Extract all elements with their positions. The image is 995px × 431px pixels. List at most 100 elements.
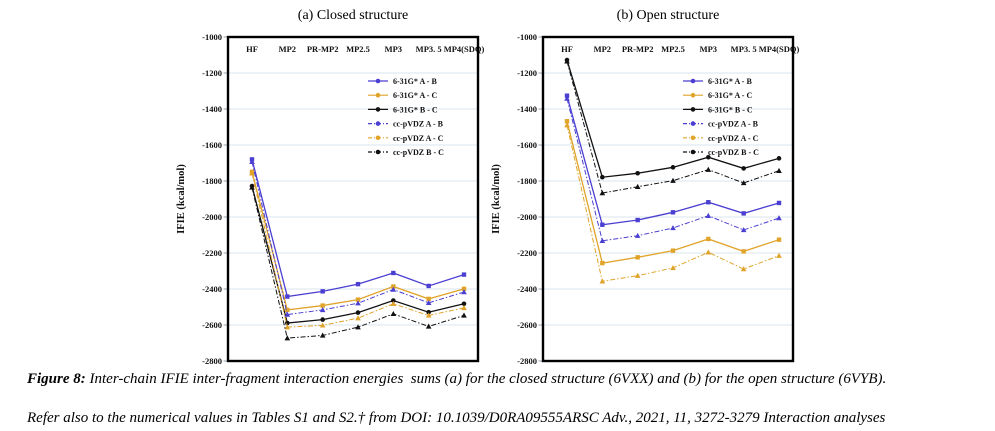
series-line [566,95,780,226]
y-tick-label: -2000 [517,212,537,222]
data-point-marker [776,215,782,221]
data-point-marker [670,177,676,183]
y-tick-label: -1800 [517,176,537,186]
chart-closed-structure: -1000 -1200 -1400 -1600 -1800 -2000 -2200 -2400… [170,4,490,367]
data-point-marker [355,324,361,330]
legend-label: 6-31G* A - B [393,77,437,86]
x-axis-label: MP2 [594,44,611,54]
data-point-marker [705,166,712,172]
data-point-marker [461,301,467,307]
chart-b-title: (b) Open structure [616,8,720,23]
data-point-marker [249,184,255,190]
y-tick-label: -1200 [517,68,537,78]
y-tick-label: -1600 [517,140,537,150]
data-point-marker [741,211,746,216]
data-point-marker [391,270,396,276]
data-point-marker [375,92,381,98]
data-point-marker [690,92,696,98]
legend-label: 6-31G* A - C [393,91,437,100]
data-point-marker [461,286,467,292]
legend-label: cc-pVDZ B - C [708,148,759,157]
chart-a-title: (a) Closed structure [297,8,409,23]
series-line [251,161,465,316]
data-point-marker [284,324,291,330]
data-point-marker [355,315,361,321]
data-point-marker [600,222,605,227]
data-point-marker [375,121,381,126]
x-axis-label: MP3. 5 [731,44,757,54]
x-axis-label: PR-MP2 [307,44,339,54]
data-point-marker [249,158,255,164]
y-tick-label: -2600 [517,320,537,330]
data-point-marker [390,310,397,317]
x-axis-label: MP2.5 [661,44,685,54]
y-tick-label: -2400 [517,284,537,294]
data-point-marker [740,266,747,272]
y-axis-title: IFIE (kcal/mol) [491,164,502,234]
data-point-marker [564,58,570,64]
data-point-marker [705,249,712,255]
data-point-marker [355,310,361,315]
data-point-marker [355,300,361,306]
legend-label: 6-31G* B - C [393,105,438,114]
series-line [251,159,465,298]
x-axis-label: MP3. 5 [416,44,442,54]
plot-frame [226,35,480,363]
data-point-marker [776,156,782,161]
data-point-marker [670,165,676,170]
y-tick-label: -1400 [517,104,537,114]
data-point-marker [391,284,396,289]
chart-b-canvas: -1000 -1200 -1400 -1600 -1800 -2000 -2200 -2400… [491,32,799,366]
data-point-marker [670,265,676,271]
data-point-marker [741,166,746,171]
legend-label: 6-31G* A - C [708,91,752,100]
caption-figure-number: Figure 8: [27,371,86,387]
y-tick-label: -2400 [202,284,222,294]
data-point-marker [564,95,570,101]
data-point-marker [600,174,605,180]
y-tick-label: -2600 [202,320,222,330]
data-point-marker [425,312,432,318]
data-point-marker [634,183,641,189]
data-point-marker [600,260,605,266]
y-tick-label: -1000 [517,32,537,42]
data-point-marker [320,289,325,294]
y-tick-label: -2000 [202,212,222,222]
data-point-marker [564,122,570,128]
y-tick-label: -2200 [202,248,222,258]
plot-frame [541,35,795,363]
data-point-marker [634,232,641,238]
y-tick-label: -1800 [202,176,222,186]
chart-open-structure: -1000 -1200 -1400 -1600 -1800 -2000 -2200 -2400… [485,4,805,367]
data-point-marker [706,236,711,242]
y-tick-label: -1600 [202,140,222,150]
data-point-marker [599,190,606,196]
data-point-marker [635,170,640,176]
data-point-marker [461,289,467,295]
data-point-marker [375,149,381,155]
y-tick-label: -2800 [517,356,537,366]
data-point-marker [690,135,696,141]
data-point-marker [741,249,746,254]
data-point-marker [355,281,361,287]
x-axis-label: HF [561,44,573,54]
data-point-marker [426,283,431,289]
x-axis-label: HF [246,44,258,54]
data-point-marker [634,272,641,278]
x-axis-label: MP3 [700,44,717,54]
data-point-marker [319,306,326,313]
data-point-marker [706,200,711,205]
data-point-marker [285,307,290,313]
data-point-marker [284,335,291,341]
y-tick-label: -1200 [202,68,222,78]
y-axis-title: IFIE (kcal/mol) [176,164,187,234]
data-point-marker [425,299,432,306]
legend-label: cc-pVDZ A - C [393,134,444,143]
legend-label: cc-pVDZ A - B [708,120,759,129]
data-point-marker [461,272,467,277]
data-point-marker [319,332,326,338]
legend-label: cc-pVDZ A - C [708,134,759,143]
data-point-marker [284,311,291,317]
data-point-marker [461,305,467,311]
